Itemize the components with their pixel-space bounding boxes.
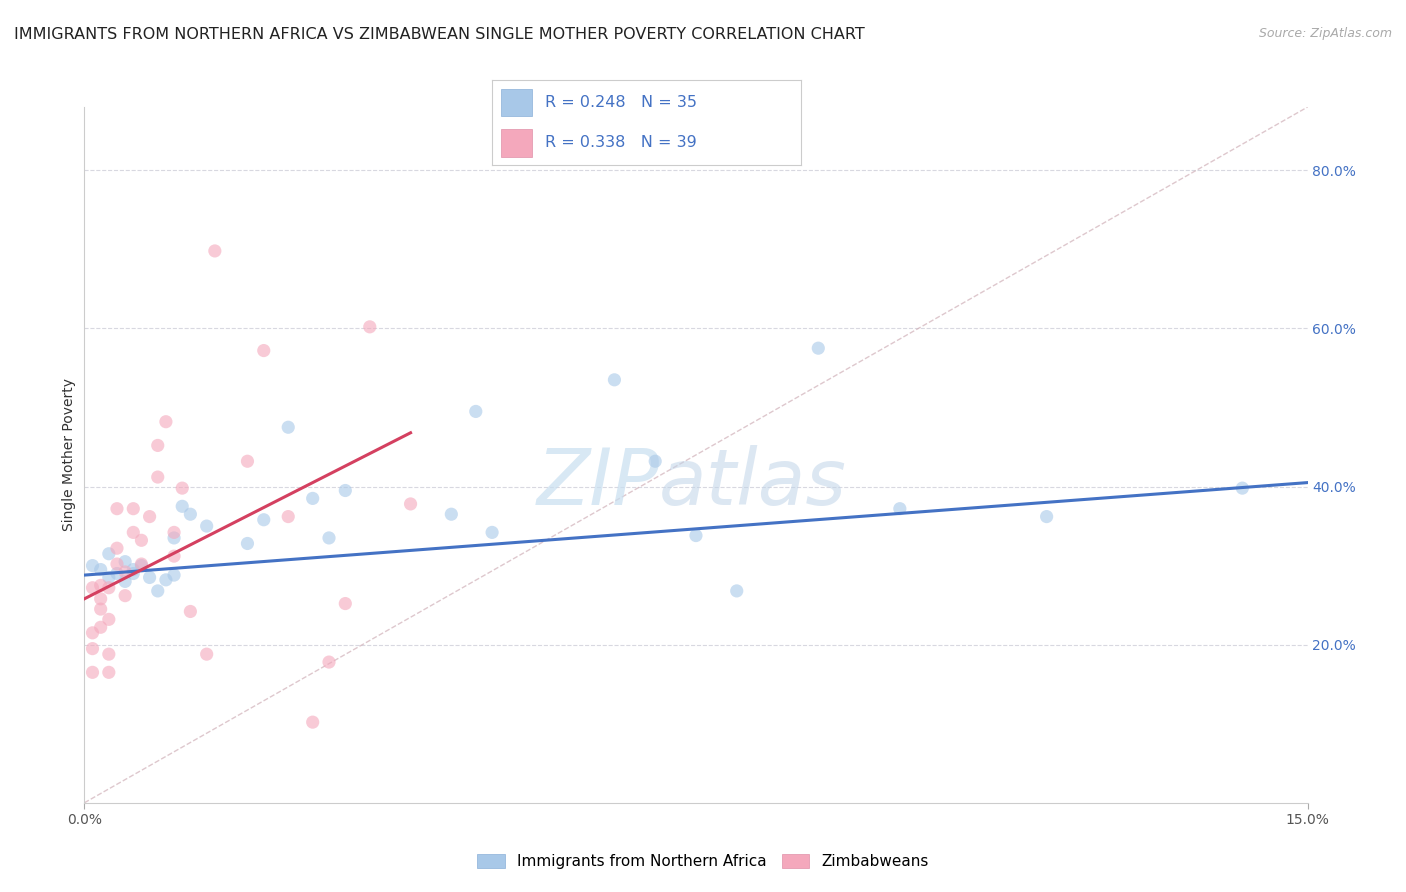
Point	[97, 581, 120, 595]
Point	[204, 244, 226, 258]
FancyBboxPatch shape	[502, 129, 533, 157]
Point	[481, 525, 503, 540]
Point	[399, 497, 422, 511]
Point	[277, 509, 299, 524]
Point	[146, 583, 169, 598]
Point	[172, 500, 194, 514]
Point	[889, 501, 911, 516]
Point	[105, 557, 128, 571]
Point	[97, 570, 120, 584]
Point	[97, 547, 120, 561]
Point	[97, 647, 120, 661]
Point	[114, 565, 136, 579]
Point	[195, 519, 218, 533]
Point	[82, 625, 104, 640]
Text: Source: ZipAtlas.com: Source: ZipAtlas.com	[1258, 27, 1392, 40]
Point	[163, 525, 186, 540]
Point	[97, 665, 120, 680]
Point	[359, 319, 381, 334]
Point	[122, 525, 145, 540]
Text: ZIP: ZIP	[536, 445, 659, 521]
Point	[163, 531, 186, 545]
Point	[82, 641, 104, 656]
FancyBboxPatch shape	[502, 89, 533, 116]
Point	[172, 481, 194, 495]
Point	[97, 612, 120, 626]
Point	[138, 570, 160, 584]
Point	[318, 655, 340, 669]
Text: R = 0.248   N = 35: R = 0.248 N = 35	[544, 95, 697, 110]
Point	[644, 454, 666, 468]
Point	[155, 415, 177, 429]
Point	[1232, 481, 1254, 495]
Point	[1035, 509, 1057, 524]
Point	[90, 602, 112, 616]
Point	[195, 647, 218, 661]
Point	[131, 558, 153, 573]
Point	[146, 438, 169, 452]
Point	[807, 341, 830, 355]
Text: atlas: atlas	[659, 445, 848, 521]
Point	[163, 549, 186, 563]
Point	[301, 715, 323, 730]
Point	[122, 501, 145, 516]
Text: IMMIGRANTS FROM NORTHERN AFRICA VS ZIMBABWEAN SINGLE MOTHER POVERTY CORRELATION : IMMIGRANTS FROM NORTHERN AFRICA VS ZIMBA…	[14, 27, 865, 42]
Point	[277, 420, 299, 434]
Point	[236, 536, 259, 550]
Text: R = 0.338   N = 39: R = 0.338 N = 39	[544, 136, 696, 151]
Point	[105, 501, 128, 516]
Point	[253, 343, 276, 358]
Point	[138, 509, 160, 524]
Y-axis label: Single Mother Poverty: Single Mother Poverty	[62, 378, 76, 532]
Point	[82, 581, 104, 595]
Point	[105, 541, 128, 556]
Point	[335, 483, 357, 498]
Point	[685, 528, 707, 542]
Point	[318, 531, 340, 545]
Point	[301, 491, 323, 506]
Point	[179, 605, 201, 619]
Point	[114, 574, 136, 589]
Point	[131, 557, 153, 571]
Point	[90, 620, 112, 634]
Point	[114, 555, 136, 569]
Point	[725, 583, 748, 598]
Point	[440, 507, 463, 521]
Point	[146, 470, 169, 484]
Point	[179, 507, 201, 521]
Point	[253, 513, 276, 527]
Point	[603, 373, 626, 387]
Point	[114, 589, 136, 603]
Point	[90, 591, 112, 606]
Legend: Immigrants from Northern Africa, Zimbabweans: Immigrants from Northern Africa, Zimbabw…	[471, 848, 935, 875]
Point	[105, 566, 128, 581]
Point	[122, 563, 145, 577]
Point	[90, 578, 112, 592]
Point	[155, 573, 177, 587]
Point	[464, 404, 486, 418]
Point	[236, 454, 259, 468]
Point	[131, 533, 153, 548]
Point	[122, 566, 145, 581]
Point	[90, 563, 112, 577]
Point	[82, 665, 104, 680]
Point	[163, 568, 186, 582]
Point	[82, 558, 104, 573]
Point	[335, 597, 357, 611]
